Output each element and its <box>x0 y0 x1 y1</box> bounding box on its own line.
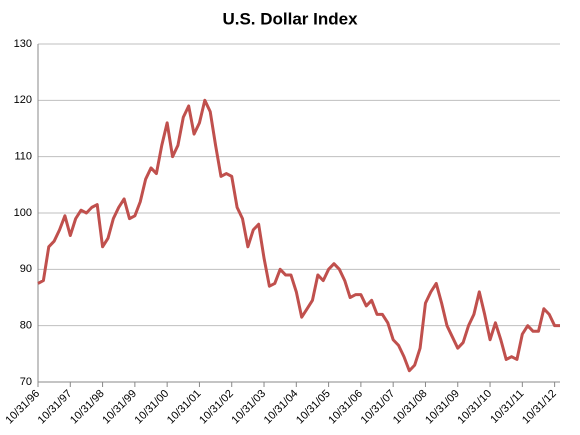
x-tick-label: 10/31/96 <box>3 388 42 427</box>
x-tick-label: 10/31/05 <box>294 388 333 427</box>
x-tick-label: 10/31/97 <box>36 388 75 427</box>
x-tick-label: 10/31/98 <box>68 388 107 427</box>
y-tick-label: 110 <box>14 151 32 163</box>
y-tick-label: 130 <box>14 38 32 50</box>
x-tick-label: 10/31/11 <box>488 388 526 426</box>
data-line <box>37 98 560 373</box>
x-tick-label: 10/31/04 <box>262 388 301 427</box>
x-tick-label: 10/31/12 <box>520 388 559 427</box>
x-tick-label: 10/31/03 <box>229 388 268 427</box>
y-tick-label: 90 <box>20 263 32 275</box>
y-tick-label: 70 <box>20 376 32 388</box>
x-tick-label: 10/31/08 <box>391 388 430 427</box>
x-tick-label: 10/31/01 <box>165 388 204 427</box>
x-tick-label: 10/31/10 <box>455 388 494 427</box>
x-tick-label: 10/31/02 <box>197 388 236 427</box>
x-tick-label: 10/31/99 <box>100 388 139 427</box>
chart-title: U.S. Dollar Index <box>222 9 358 28</box>
x-tick-label: 10/31/09 <box>423 388 462 427</box>
x-tick-label: 10/31/00 <box>133 388 172 427</box>
y-tick-label: 100 <box>14 207 32 219</box>
x-tick-label: 10/31/06 <box>326 388 365 427</box>
x-tick-label: 10/31/07 <box>359 388 398 427</box>
y-tick-label: 80 <box>20 320 32 332</box>
y-tick-label: 120 <box>14 94 32 106</box>
